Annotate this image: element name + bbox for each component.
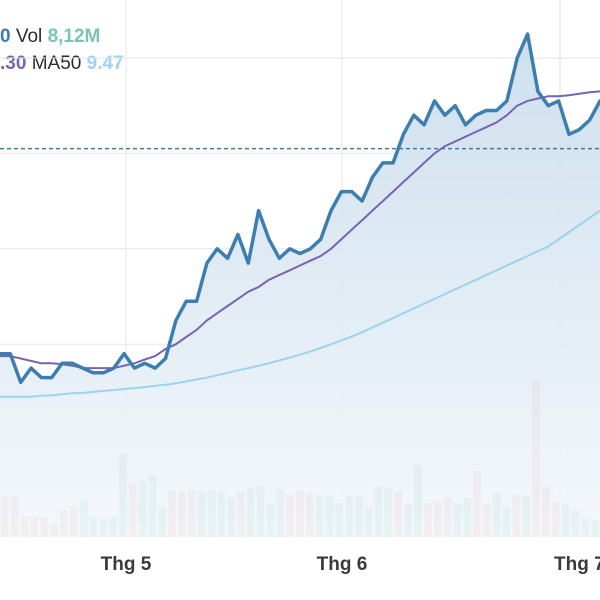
legend-row-price-volume: 0 Vol 8,12M [0,26,100,48]
vol-value: 8,12M [47,26,101,47]
x-tick-label: Thg 6 [317,554,368,575]
price-value: 0 [0,26,11,47]
price-area [0,34,600,537]
moving-averages [0,90,600,398]
x-axis: Thg 5 Thg 6 Thg 7 [101,554,600,575]
x-tick-label: Thg 5 [101,554,152,575]
ma20-line [0,90,600,370]
price-line-group [0,32,600,385]
price-line [0,32,600,385]
vol-label: Vol [15,26,43,47]
x-tick-label: Thg 7 [554,554,600,575]
ma50-line [0,209,600,398]
price-area-fill [0,34,600,537]
